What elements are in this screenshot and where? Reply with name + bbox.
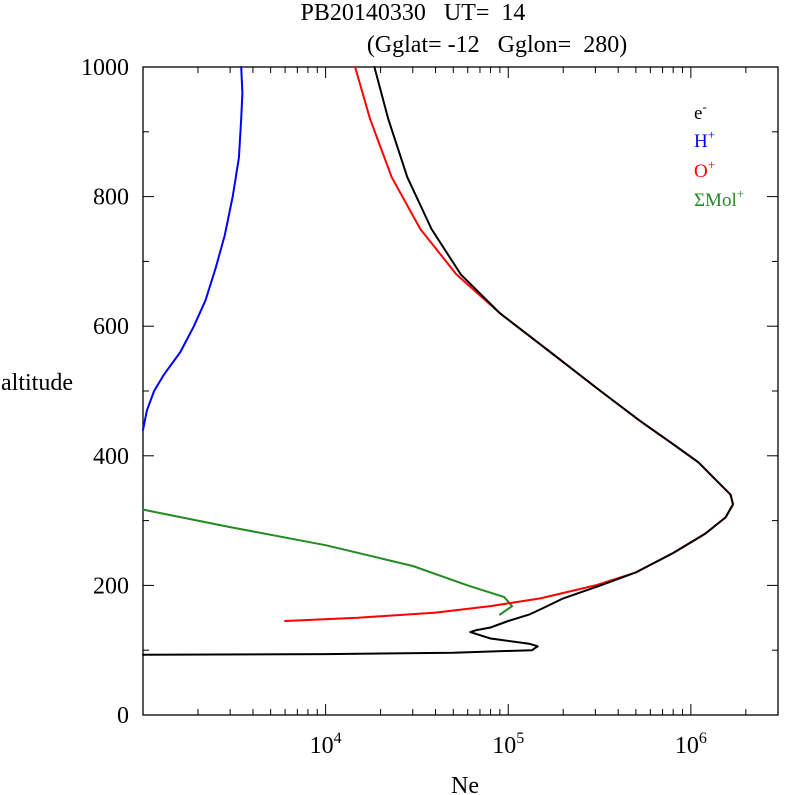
- series-line-o: [284, 66, 734, 622]
- chart-title: PB20140330 UT= 14: [301, 0, 526, 26]
- chart-subtitle: (Gglat= -12 Gglon= 280): [367, 32, 627, 58]
- legend-entry: H+: [694, 127, 715, 152]
- series-line-e: [142, 66, 734, 656]
- y-tick-label: 0: [117, 703, 129, 729]
- legend-entry: e-: [694, 99, 707, 124]
- x-axis-label: Ne: [451, 773, 479, 795]
- series-line-mol: [142, 508, 514, 616]
- legend: e- H+ O+ ΣMol+: [694, 99, 744, 211]
- x-tick-label: 104: [310, 730, 342, 759]
- legend-entry: ΣMol+: [694, 186, 744, 211]
- y-tick-label: 400: [93, 444, 129, 470]
- x-tick-label: 106: [675, 730, 707, 759]
- y-tick-label: 800: [93, 185, 129, 211]
- y-axis-label: altitude: [1, 370, 73, 396]
- axis-ticks: [142, 66, 779, 716]
- y-tick-labels: 0 200 400 600 800 1000: [81, 55, 129, 729]
- legend-entry: O+: [694, 157, 715, 182]
- x-tick-label: 105: [492, 730, 524, 759]
- y-tick-label: 200: [93, 573, 129, 599]
- series-line-h: [142, 66, 244, 431]
- y-tick-label: 600: [93, 314, 129, 340]
- y-tick-label: 1000: [81, 55, 129, 81]
- series-group: [142, 66, 734, 656]
- x-tick-labels: 104 105 106: [310, 730, 707, 759]
